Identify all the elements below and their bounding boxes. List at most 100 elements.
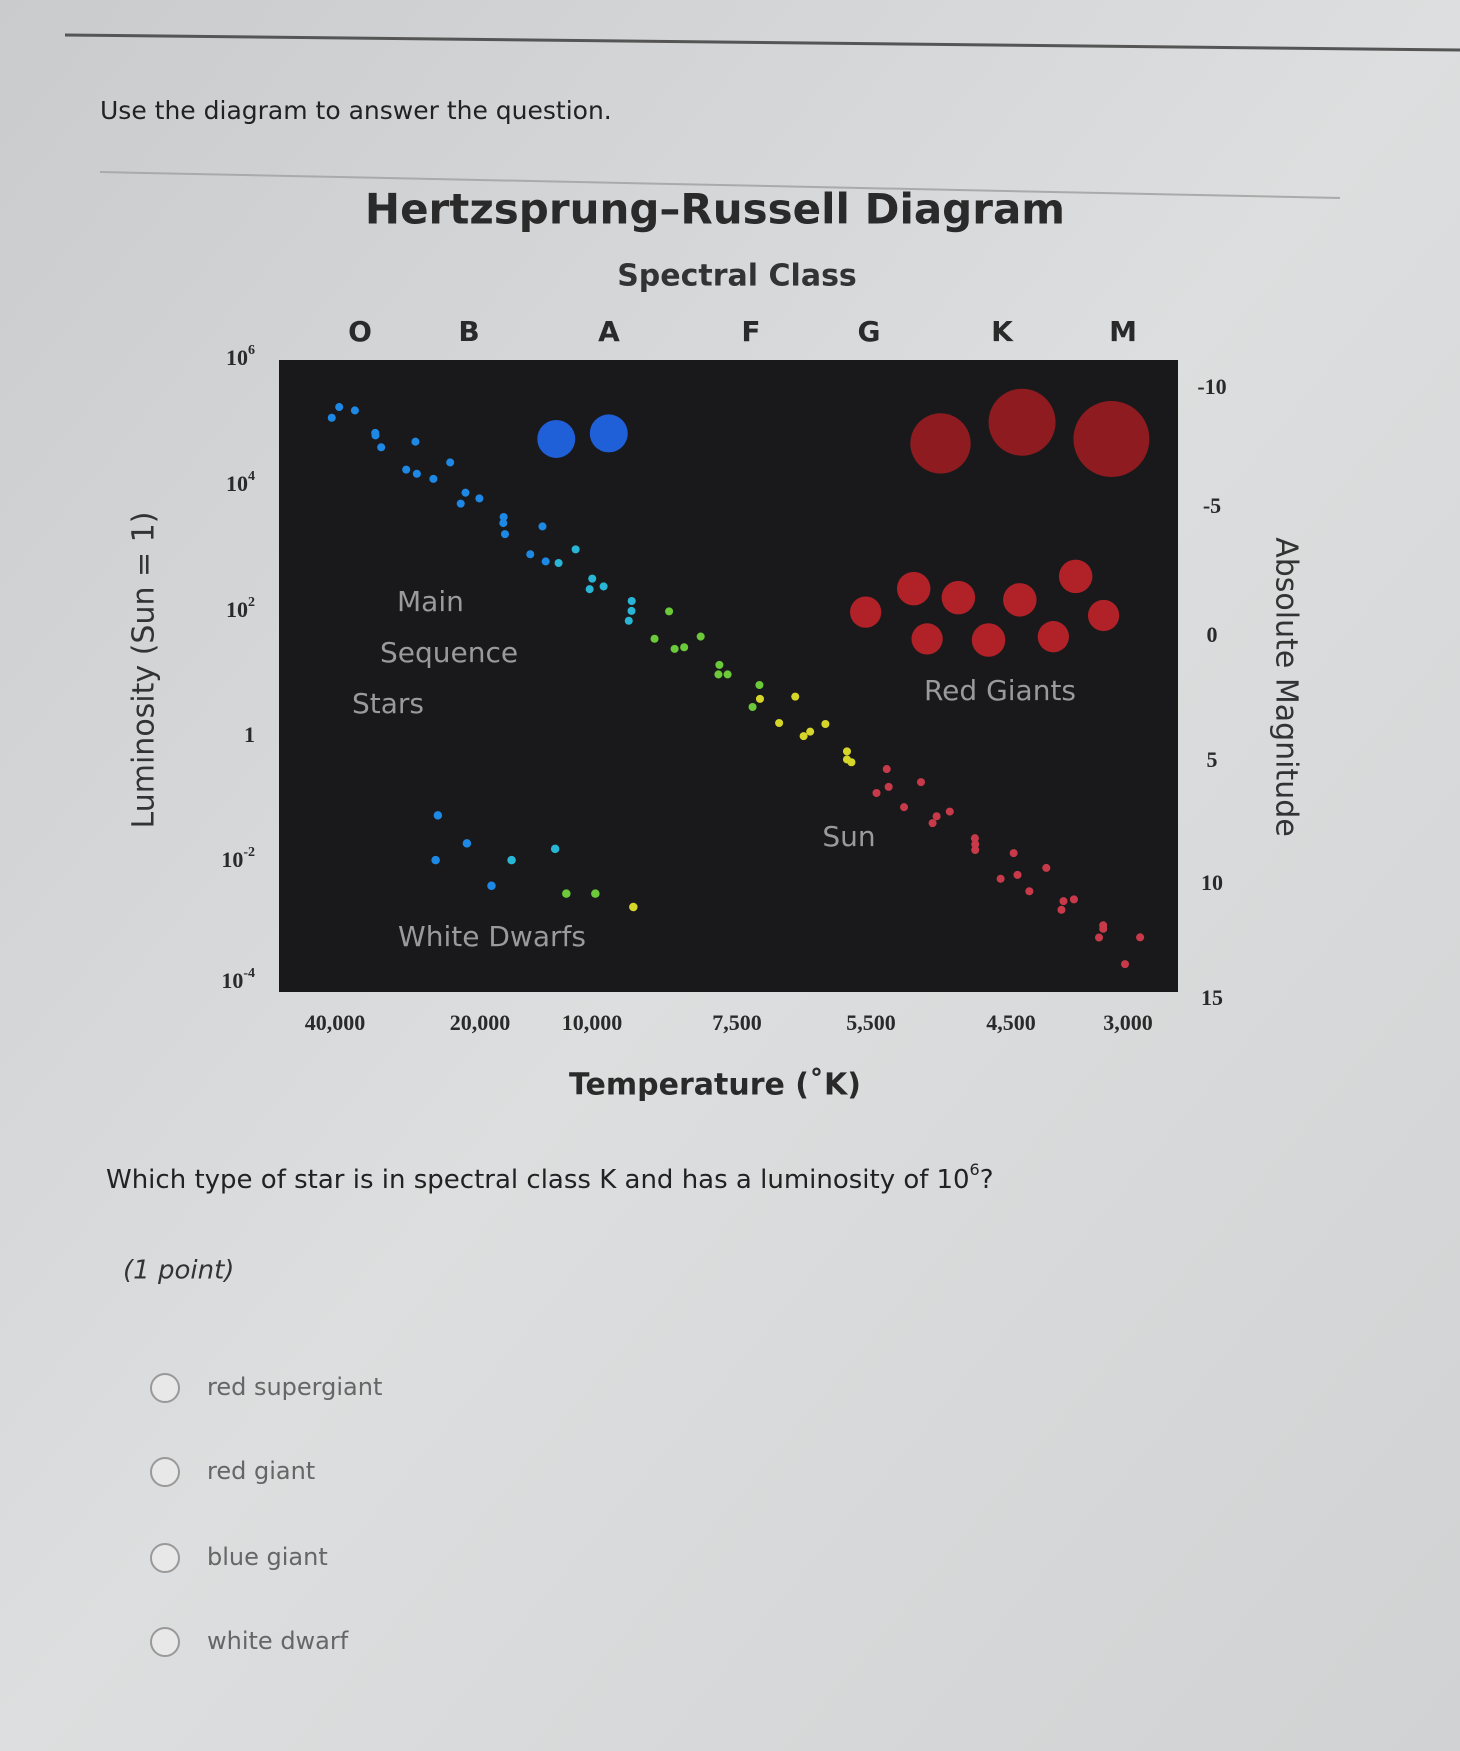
luminosity-tick: 102 xyxy=(226,595,255,622)
star xyxy=(371,431,380,440)
star xyxy=(627,596,636,606)
star xyxy=(327,413,336,422)
star xyxy=(650,634,659,643)
star xyxy=(507,855,516,865)
star xyxy=(562,889,571,898)
star xyxy=(550,844,560,854)
star xyxy=(670,644,679,653)
tick-base: 10 xyxy=(221,847,243,872)
star xyxy=(537,419,576,458)
star xyxy=(847,758,856,767)
star xyxy=(588,574,597,583)
star xyxy=(928,819,937,828)
region-label: Sun xyxy=(822,820,875,853)
star xyxy=(971,840,980,849)
temperature-tick: 7,500 xyxy=(712,1010,762,1035)
star xyxy=(377,443,386,452)
star xyxy=(884,782,893,791)
question-end: ? xyxy=(980,1165,994,1195)
star xyxy=(526,550,535,559)
region-label: Sequence xyxy=(380,636,518,669)
luminosity-tick: 10-2 xyxy=(221,845,255,872)
question-power-exp: 6 xyxy=(970,1160,980,1179)
tick-base: 10 xyxy=(226,471,248,496)
option-label[interactable]: red supergiant xyxy=(207,1373,382,1401)
star xyxy=(412,469,421,478)
star xyxy=(500,530,510,539)
star xyxy=(499,519,508,528)
region-labels: Main Sequence Stars Red Giants Sun White… xyxy=(352,585,1076,953)
star xyxy=(1099,921,1108,930)
question-text: Which type of star is in spectral class … xyxy=(106,1165,929,1195)
star xyxy=(971,623,1006,657)
star xyxy=(554,558,563,568)
star xyxy=(1009,849,1018,858)
star xyxy=(627,606,636,615)
temperature-tick: 40,000 xyxy=(305,1010,366,1035)
tick-base: 10 xyxy=(226,597,248,622)
magnitude-tick: -5 xyxy=(1203,493,1221,518)
instruction: Use the diagram to answer the question. xyxy=(100,96,612,125)
tick-exp: -2 xyxy=(243,845,255,860)
luminosity-tick: 1 xyxy=(244,722,255,747)
star xyxy=(970,834,979,843)
temperature-tick: 10,000 xyxy=(562,1010,623,1035)
star xyxy=(1136,933,1145,942)
magnitude-tick: 10 xyxy=(1201,870,1223,895)
star xyxy=(585,585,594,594)
tick-base: 1 xyxy=(244,722,255,747)
star xyxy=(755,694,764,703)
star xyxy=(775,718,784,728)
star xyxy=(629,902,638,912)
star xyxy=(475,494,484,503)
star xyxy=(916,778,926,787)
radio-button[interactable] xyxy=(150,1457,180,1487)
star xyxy=(1025,887,1034,896)
star xyxy=(1059,897,1068,906)
star xyxy=(821,719,830,728)
star xyxy=(1073,401,1150,477)
star xyxy=(1087,599,1120,632)
star xyxy=(941,580,976,615)
star xyxy=(1013,870,1022,879)
temperature-tick: 4,500 xyxy=(986,1010,1036,1035)
star xyxy=(335,403,344,412)
spectral-class: K xyxy=(991,315,1014,348)
star xyxy=(799,732,808,741)
star xyxy=(755,680,764,690)
radio-button[interactable] xyxy=(150,1543,180,1573)
star xyxy=(748,703,757,712)
region-label: Stars xyxy=(352,687,424,720)
temperature-tick: 5,500 xyxy=(846,1010,896,1035)
tick-exp: 4 xyxy=(248,469,255,484)
star xyxy=(541,557,550,566)
star xyxy=(411,437,420,446)
option-label[interactable]: red giant xyxy=(207,1457,315,1485)
star xyxy=(971,845,980,855)
radio-button[interactable] xyxy=(150,1373,180,1403)
region-label: Main xyxy=(397,585,464,618)
star xyxy=(896,571,931,606)
tick-exp: -4 xyxy=(243,966,255,981)
region-label: Red Giants xyxy=(924,674,1076,707)
star xyxy=(1042,863,1051,872)
option-label[interactable]: white dwarf xyxy=(207,1627,349,1655)
star xyxy=(499,512,508,522)
bottom-axis-title: Temperature (˚K) xyxy=(569,1067,861,1103)
radio-button[interactable] xyxy=(150,1627,180,1657)
tick-exp: 6 xyxy=(248,343,255,358)
star xyxy=(696,632,705,641)
star xyxy=(599,582,608,591)
divider xyxy=(99,171,1341,199)
points: (1 point) xyxy=(123,1256,234,1286)
spectral-class: F xyxy=(741,315,760,348)
star xyxy=(882,765,891,774)
spectral-class: B xyxy=(458,315,479,348)
temperature-tick: 20,000 xyxy=(450,1010,511,1035)
star xyxy=(996,874,1005,883)
option-label[interactable]: blue giant xyxy=(207,1543,328,1571)
star xyxy=(900,803,909,812)
star xyxy=(932,812,941,821)
star xyxy=(911,623,943,655)
